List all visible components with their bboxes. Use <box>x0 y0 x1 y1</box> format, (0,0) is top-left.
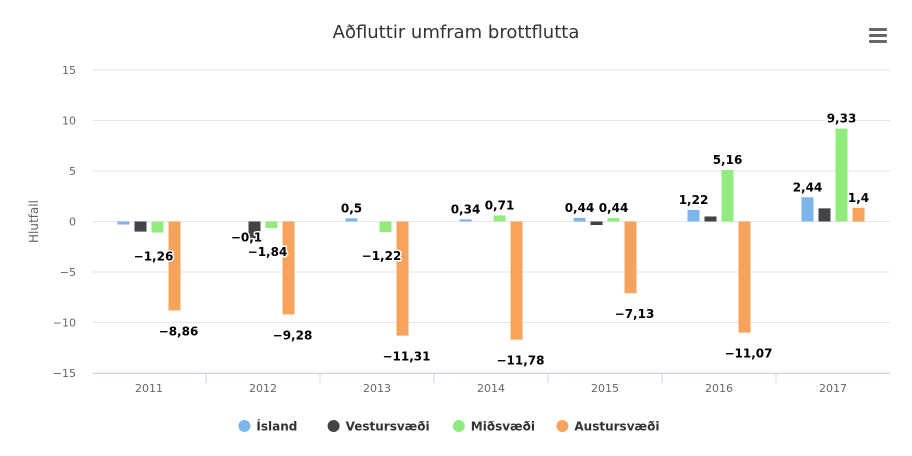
legend-marker <box>238 420 251 432</box>
y-tick-label: 15 <box>62 64 76 77</box>
data-labels: 0,5 0,34 0,44 1,22 2,44 −0,1 −1,26 −1,84 −1,22 0,… <box>132 110 870 369</box>
bar[interactable] <box>510 221 523 340</box>
data-label: 1,22 <box>679 193 709 207</box>
data-label: 0,5 <box>341 201 362 215</box>
bar[interactable] <box>459 219 472 222</box>
bar[interactable] <box>379 221 392 233</box>
y-axis-ticks: −15 −10 −5 0 5 10 15 <box>53 64 76 380</box>
legend-label: Miðsvæði <box>471 420 535 434</box>
data-label: −8,86 <box>159 324 199 338</box>
data-label: −9,28 <box>273 328 313 342</box>
legend-label: Vestursvæði <box>346 420 430 434</box>
legend-label: Ísland <box>256 419 297 434</box>
legend-marker <box>327 420 340 432</box>
y-axis-label: Hlutfall <box>27 200 41 243</box>
bar[interactable] <box>704 216 717 222</box>
bar[interactable] <box>151 221 164 233</box>
gridlines <box>92 69 890 374</box>
legend-item[interactable]: Austursvæði <box>556 420 659 434</box>
x-axis: 2011 2012 2013 2014 2015 2016 2017 <box>92 373 890 395</box>
y-tick-label: 5 <box>69 165 76 178</box>
bar[interactable] <box>852 207 865 222</box>
data-label: 5,16 <box>713 153 743 167</box>
y-tick-label: −10 <box>53 317 76 330</box>
bar[interactable] <box>265 221 278 229</box>
legend-marker <box>452 420 465 432</box>
y-tick-label: 10 <box>62 115 76 128</box>
bar[interactable] <box>738 221 751 333</box>
legend-item[interactable]: Vestursvæði <box>327 420 430 434</box>
legend-marker <box>556 420 569 432</box>
data-label: 2,44 <box>793 180 823 194</box>
x-tick-label: 2013 <box>363 382 391 395</box>
bar[interactable] <box>590 221 603 226</box>
bar[interactable] <box>801 197 814 222</box>
data-label: −1,26 <box>134 250 174 264</box>
data-label: −1,22 <box>362 249 402 263</box>
data-label: 0,34 <box>451 202 481 216</box>
x-tick-label: 2014 <box>477 382 505 395</box>
data-label: 0,44 <box>565 201 595 215</box>
bar[interactable] <box>493 215 506 222</box>
x-tick-label: 2015 <box>591 382 619 395</box>
data-label: −0,1 <box>231 231 262 245</box>
bar[interactable] <box>345 218 358 222</box>
bar[interactable] <box>168 221 181 311</box>
bars <box>117 128 865 340</box>
x-tick-label: 2012 <box>249 382 277 395</box>
data-label: −11,07 <box>724 347 772 361</box>
bar[interactable] <box>687 209 700 222</box>
legend-label: Austursvæði <box>574 420 659 434</box>
bar[interactable] <box>818 208 831 222</box>
bar[interactable] <box>573 217 586 222</box>
x-tick-label: 2016 <box>705 382 733 395</box>
data-label: 9,33 <box>827 112 857 126</box>
data-label: 1,4 <box>848 191 869 205</box>
x-tick-label: 2017 <box>819 382 847 395</box>
y-tick-label: −5 <box>60 266 76 279</box>
bar[interactable] <box>835 128 848 222</box>
data-label: −11,78 <box>496 354 544 368</box>
data-label: −1,84 <box>248 245 288 259</box>
bar[interactable] <box>134 221 147 232</box>
bar[interactable] <box>721 169 734 222</box>
data-label: 0,44 <box>599 201 629 215</box>
bar[interactable] <box>117 221 130 225</box>
chart-title: Aðfluttir umfram brottflutta <box>333 22 580 43</box>
y-tick-label: −15 <box>53 367 76 380</box>
bar[interactable] <box>248 221 261 239</box>
bar[interactable] <box>624 221 637 294</box>
x-tick-label: 2011 <box>135 382 163 395</box>
y-tick-label: 0 <box>69 216 76 229</box>
bar[interactable] <box>282 221 295 315</box>
bar[interactable] <box>607 217 620 222</box>
legend-item[interactable]: Miðsvæði <box>452 420 535 434</box>
hamburger-menu-icon[interactable] <box>866 24 890 46</box>
legend[interactable]: Ísland Vestursvæði Miðsvæði Austursvæði <box>238 419 659 434</box>
data-label: −7,13 <box>615 307 655 321</box>
bar[interactable] <box>396 221 409 336</box>
data-label: −11,31 <box>382 350 430 364</box>
data-label: 0,71 <box>485 198 515 212</box>
legend-item[interactable]: Ísland <box>238 419 297 434</box>
